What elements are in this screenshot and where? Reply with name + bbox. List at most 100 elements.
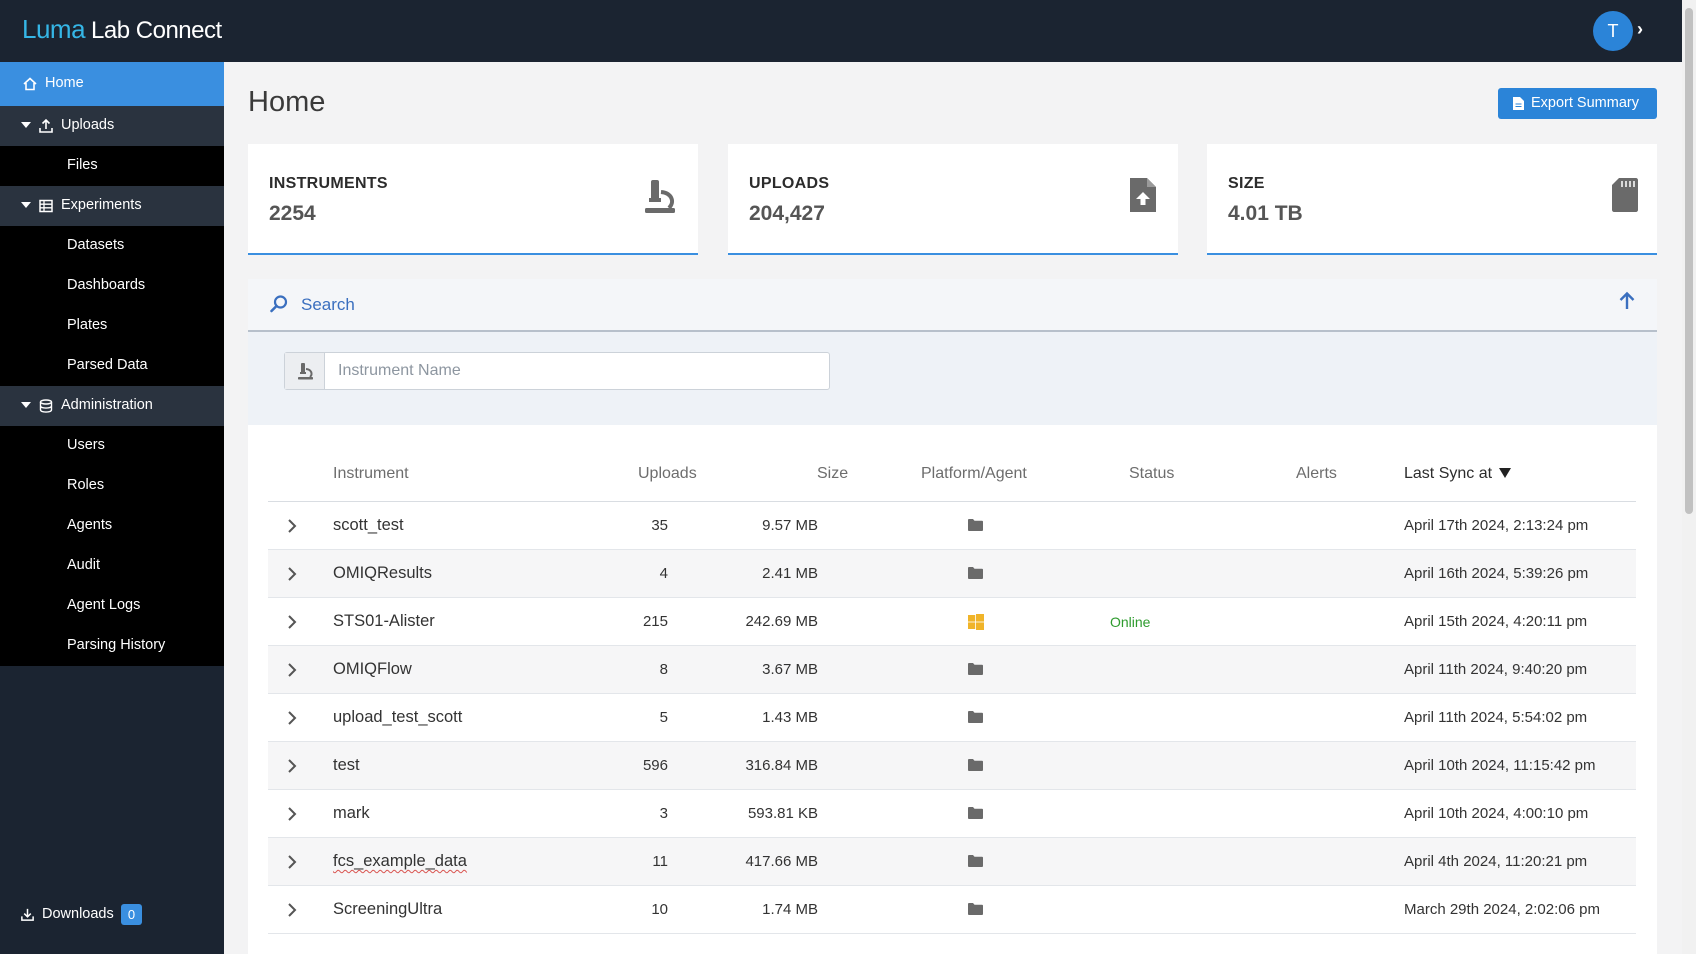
column-header-status[interactable]: Status <box>1129 465 1175 482</box>
stat-card-uploads: UPLOADS 204,427 <box>728 144 1178 255</box>
chevron-right-icon[interactable] <box>287 518 297 534</box>
stat-value: 4.01 TB <box>1228 202 1303 225</box>
sidebar-item-plates[interactable]: Plates <box>0 306 224 346</box>
chevron-right-icon[interactable] <box>287 566 297 582</box>
arrow-up-icon[interactable] <box>1618 291 1636 311</box>
platform-agent <box>968 758 983 776</box>
sidebar-item-administration[interactable]: Administration <box>0 386 224 426</box>
search-header[interactable]: Search <box>248 279 1657 332</box>
chevron-right-icon[interactable]: › <box>1637 19 1643 39</box>
stat-value: 204,427 <box>749 202 825 225</box>
expand-row-chevron[interactable] <box>287 854 297 875</box>
instrument-name-input[interactable] <box>326 353 829 389</box>
sidebar-item-users[interactable]: Users <box>0 426 224 466</box>
logo-secondary: Lab Connect <box>91 17 222 44</box>
last-sync-time: April 16th 2024, 5:39:26 pm <box>1404 565 1589 582</box>
sidebar-item-agents[interactable]: Agents <box>0 506 224 546</box>
upload-size: 1.43 MB <box>762 709 818 726</box>
upload-count: 35 <box>651 517 668 534</box>
sidebar-item-uploads[interactable]: Uploads <box>0 106 224 146</box>
instrument-name: STS01-Alister <box>333 612 435 630</box>
chevron-right-icon[interactable] <box>287 710 297 726</box>
expand-row-chevron[interactable] <box>287 710 297 731</box>
column-header-platform[interactable]: Platform/Agent <box>921 465 1027 482</box>
column-header-size[interactable]: Size <box>817 465 849 482</box>
expand-row-chevron[interactable] <box>287 614 297 635</box>
expand-row-chevron[interactable] <box>287 518 297 539</box>
sidebar-item-roles[interactable]: Roles <box>0 466 224 506</box>
file-upload-icon <box>1130 178 1156 212</box>
sidebar-item-label: Agent Logs <box>67 597 141 613</box>
downloads-label: Downloads <box>42 906 114 922</box>
chevron-right-icon[interactable] <box>287 758 297 774</box>
last-sync-time: April 17th 2024, 2:13:24 pm <box>1404 517 1589 534</box>
instrument-name: scott_test <box>333 516 404 534</box>
windows-icon <box>968 614 984 630</box>
sidebar-item-audit[interactable]: Audit <box>0 546 224 586</box>
sidebar-item-parsed-data[interactable]: Parsed Data <box>0 346 224 386</box>
sidebar-item-agent-logs[interactable]: Agent Logs <box>0 586 224 626</box>
table-row[interactable]: scott_test 35 9.57 MB April 17th 2024, 2:13… <box>268 502 1636 550</box>
table-row[interactable]: test 596 316.84 MB April 10th 2024, 11:15:4… <box>268 742 1636 790</box>
download-icon <box>21 908 34 921</box>
chevron-right-icon[interactable] <box>287 854 297 870</box>
instruments-panel: Search Instrument Uploads Size Platform/… <box>248 279 1657 954</box>
column-header-instrument[interactable]: Instrument <box>333 465 409 482</box>
header-divider <box>268 501 1636 502</box>
chevron-right-icon[interactable] <box>287 902 297 918</box>
expand-row-chevron[interactable] <box>287 806 297 827</box>
table-row[interactable]: fcs_example_data 11 417.66 MB April 4th 202… <box>268 838 1636 886</box>
sidebar-item-home[interactable]: Home <box>0 62 224 106</box>
downloads-count-badge: 0 <box>121 904 142 925</box>
scrollbar-thumb[interactable] <box>1685 8 1693 514</box>
table-row[interactable]: upload_test_scott 5 1.43 MB April 11th 2024… <box>268 694 1636 742</box>
sidebar-item-label: Agents <box>67 517 113 533</box>
expand-row-chevron[interactable] <box>287 566 297 587</box>
sidebar: Home Uploads Files Experiments Datasets … <box>0 62 224 954</box>
input-addon <box>285 353 325 389</box>
chevron-right-icon[interactable] <box>287 662 297 678</box>
instrument-name: test <box>333 756 360 774</box>
table-row[interactable]: mark 3 593.81 KB April 10th 2024, 4:00:10 p… <box>268 790 1636 838</box>
user-avatar[interactable]: T <box>1593 11 1633 51</box>
page-title: Home <box>248 86 326 118</box>
app-logo[interactable]: Luma Lab Connect <box>22 14 222 45</box>
folder-icon <box>968 903 983 915</box>
sidebar-item-parsing-history[interactable]: Parsing History <box>0 626 224 666</box>
table-row[interactable]: OMIQFlow 8 3.67 MB April 11th 2024, 9:40:20… <box>268 646 1636 694</box>
expand-row-chevron[interactable] <box>287 662 297 683</box>
search-body <box>248 332 1657 425</box>
last-sync-time: April 15th 2024, 4:20:11 pm <box>1404 613 1588 630</box>
column-header-last-sync[interactable]: Last Sync at <box>1404 465 1511 483</box>
caret-down-icon <box>21 122 31 128</box>
page-scrollbar[interactable] <box>1682 0 1696 954</box>
logo-primary: Luma <box>22 14 86 44</box>
upload-size: 1.74 MB <box>762 901 818 918</box>
upload-size: 2.41 MB <box>762 565 818 582</box>
sidebar-item-label: Users <box>67 437 105 453</box>
table-row[interactable]: OMIQResults 4 2.41 MB April 16th 2024, 5:39… <box>268 550 1636 598</box>
sidebar-item-label: Audit <box>67 557 101 573</box>
sidebar-item-dashboards[interactable]: Dashboards <box>0 266 224 306</box>
expand-row-chevron[interactable] <box>287 758 297 779</box>
folder-icon <box>968 759 983 771</box>
sidebar-item-files[interactable]: Files <box>0 146 224 186</box>
sidebar-item-label: Uploads <box>61 117 115 133</box>
column-header-alerts[interactable]: Alerts <box>1296 465 1337 482</box>
chevron-right-icon[interactable] <box>287 806 297 822</box>
stat-title: UPLOADS <box>749 175 830 192</box>
expand-row-chevron[interactable] <box>287 902 297 923</box>
sidebar-item-experiments[interactable]: Experiments <box>0 186 224 226</box>
export-summary-button[interactable]: Export Summary <box>1498 88 1657 119</box>
table-row[interactable]: STS01-Alister 215 242.69 MB Online April 15t… <box>268 598 1636 646</box>
sidebar-item-datasets[interactable]: Datasets <box>0 226 224 266</box>
folder-icon <box>968 807 983 819</box>
sidebar-item-label: Roles <box>67 477 105 493</box>
chevron-right-icon[interactable] <box>287 614 297 630</box>
sort-desc-icon <box>1498 468 1511 478</box>
upload-count: 8 <box>659 661 668 678</box>
upload-count: 5 <box>659 709 668 726</box>
table-row[interactable]: ScreeningUltra 10 1.74 MB March 29th 2024, … <box>268 886 1636 934</box>
column-header-uploads[interactable]: Uploads <box>638 465 697 482</box>
last-sync-time: April 4th 2024, 11:20:21 pm <box>1404 853 1588 870</box>
